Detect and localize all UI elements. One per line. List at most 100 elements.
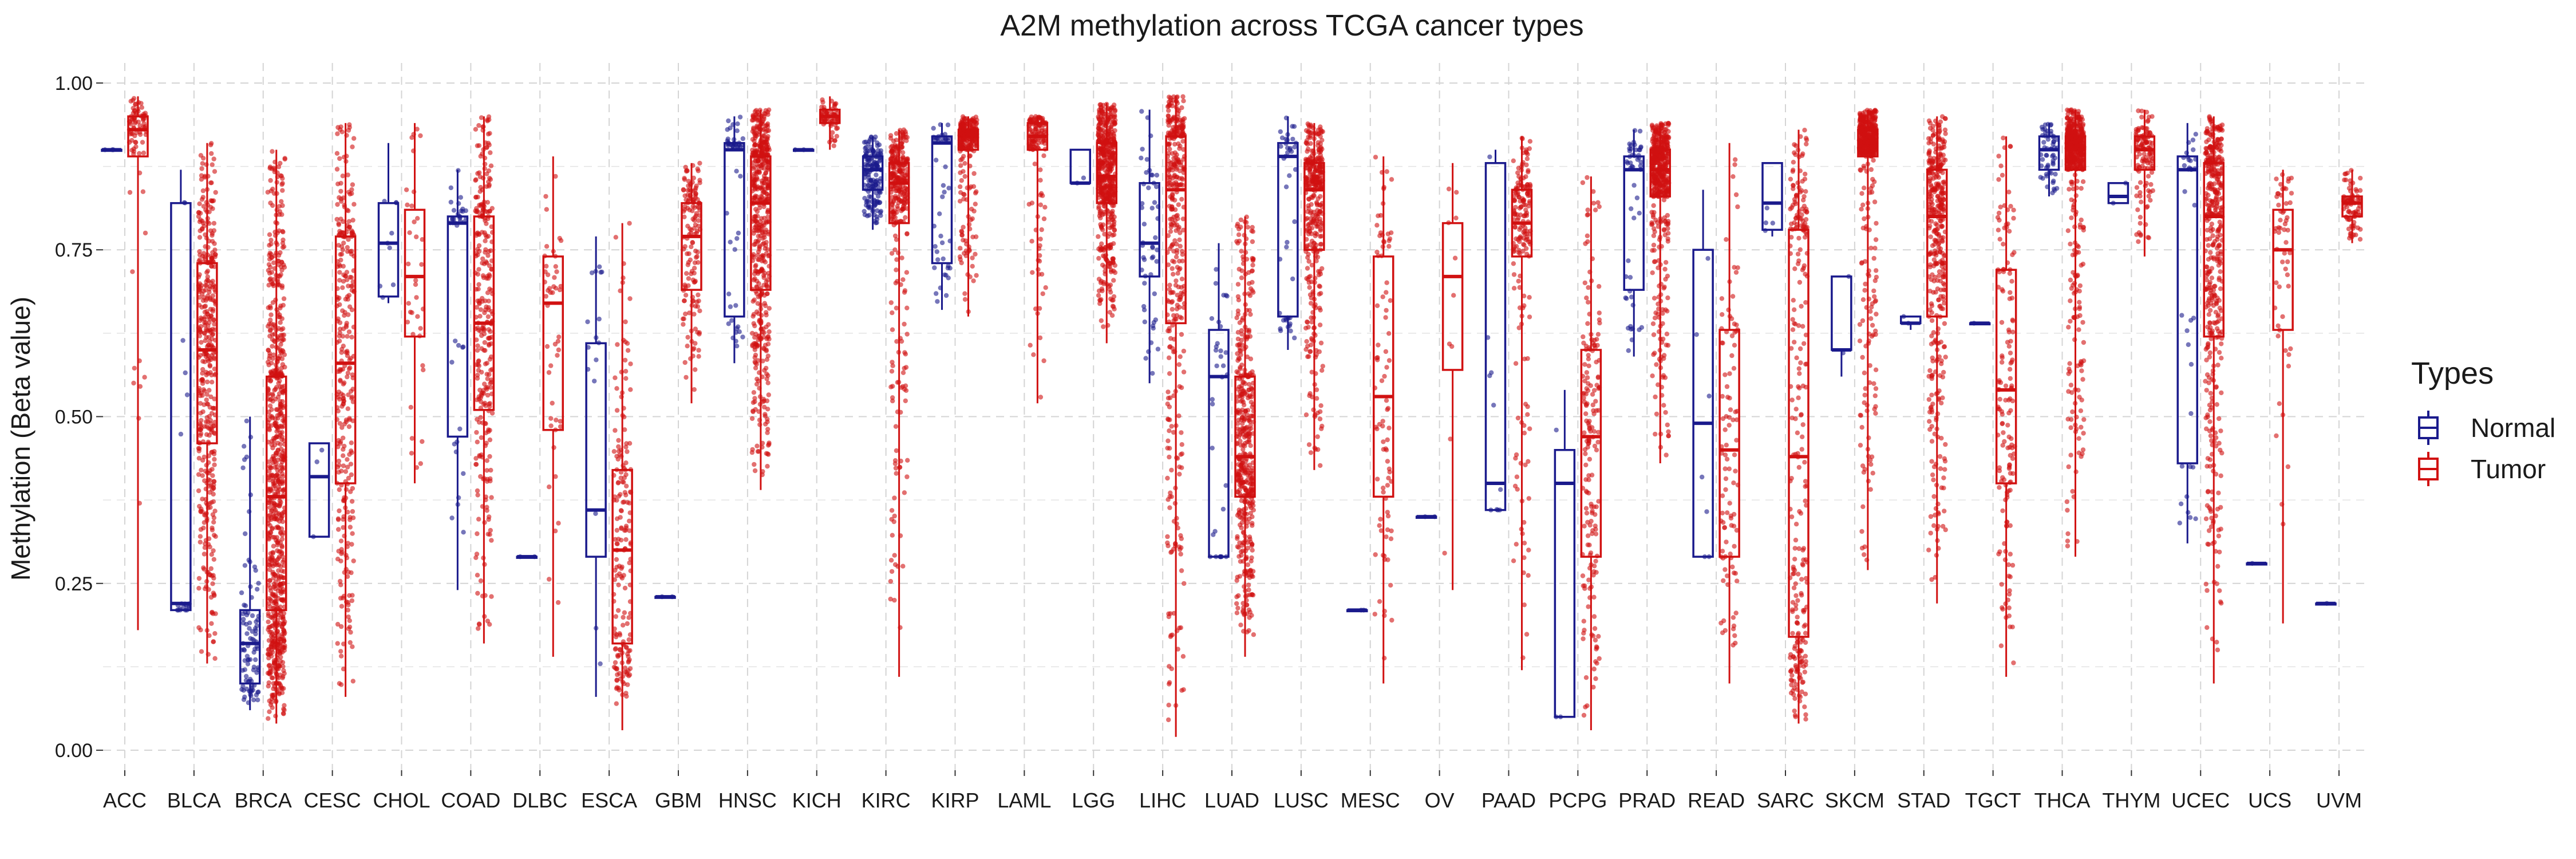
data-point: [879, 209, 883, 214]
data-point: [1210, 316, 1214, 321]
data-point: [483, 156, 487, 160]
data-point: [891, 199, 896, 204]
data-point: [896, 380, 901, 384]
data-point: [248, 492, 253, 497]
data-point: [337, 681, 342, 685]
data-point: [268, 238, 273, 242]
data-point: [345, 375, 349, 379]
data-point: [413, 278, 418, 282]
data-point: [475, 591, 480, 596]
data-point: [456, 212, 460, 216]
data-point: [486, 427, 491, 432]
data-point: [1151, 326, 1156, 330]
data-point: [270, 344, 274, 349]
data-point: [1637, 155, 1641, 160]
data-point: [244, 631, 249, 636]
data-point: [1038, 203, 1043, 207]
data-point: [420, 439, 424, 444]
data-point: [958, 190, 963, 195]
data-point: [596, 341, 601, 345]
data-point: [179, 432, 183, 436]
x-tick-label-uvm: UVM: [2316, 789, 2362, 812]
data-point: [339, 252, 344, 257]
data-point: [688, 182, 693, 186]
data-point: [1030, 117, 1035, 122]
data-point: [211, 512, 215, 517]
data-point: [1036, 214, 1040, 219]
data-point: [728, 304, 733, 309]
data-point: [351, 354, 356, 358]
data-point: [270, 149, 274, 153]
data-point: [208, 363, 212, 368]
data-point: [337, 270, 342, 274]
data-point: [341, 273, 346, 277]
data-point: [409, 451, 414, 455]
data-point: [690, 269, 694, 274]
data-point: [1284, 116, 1289, 120]
data-point: [690, 241, 695, 245]
data-point: [615, 528, 619, 533]
data-point: [1214, 267, 1218, 271]
data-point: [898, 465, 902, 470]
data-point: [344, 487, 349, 492]
data-point: [338, 378, 342, 383]
data-point: [532, 554, 537, 559]
data-point: [482, 562, 487, 566]
data-point: [735, 121, 740, 126]
data-point: [345, 245, 350, 250]
data-point: [553, 174, 558, 179]
data-point: [456, 502, 460, 507]
data-point: [1144, 170, 1148, 175]
data-point: [276, 259, 281, 263]
data-point: [548, 290, 553, 295]
data-point: [692, 176, 696, 180]
data-point: [735, 128, 740, 133]
data-point: [210, 260, 214, 265]
data-point: [1040, 227, 1044, 232]
data-point: [272, 618, 277, 623]
data-point: [268, 251, 272, 255]
data-point: [892, 149, 896, 154]
data-point: [1145, 157, 1149, 161]
data-point: [144, 129, 148, 133]
data-point: [761, 127, 765, 132]
data-point: [2186, 140, 2191, 145]
data-point: [760, 469, 765, 474]
data-point: [1152, 200, 1157, 204]
data-point: [275, 360, 280, 364]
data-point: [197, 235, 202, 239]
data-point: [894, 137, 899, 142]
data-point: [682, 194, 687, 198]
data-point: [1221, 293, 1226, 297]
data-point: [629, 569, 633, 573]
data-point: [279, 338, 284, 343]
data-point: [615, 542, 619, 546]
data-point: [594, 626, 598, 631]
data-point: [342, 594, 346, 598]
data-point: [896, 145, 900, 149]
x-tick-label-ov: OV: [1425, 789, 1455, 812]
data-point: [210, 411, 214, 416]
data-point: [766, 209, 771, 214]
data-point: [344, 133, 349, 137]
data-point: [345, 574, 350, 579]
data-point: [341, 344, 346, 348]
data-point: [696, 348, 701, 352]
data-point: [349, 191, 354, 196]
data-point: [894, 339, 899, 344]
data-point: [336, 409, 341, 413]
data-point: [623, 670, 627, 675]
data-point: [592, 379, 596, 383]
data-point: [736, 231, 741, 235]
data-point: [904, 139, 908, 143]
data-point: [335, 340, 339, 345]
data-point: [1033, 127, 1037, 132]
data-point: [686, 262, 690, 267]
data-point: [614, 646, 618, 651]
data-point: [967, 164, 972, 168]
data-point: [335, 217, 339, 222]
data-point: [597, 265, 602, 269]
data-point: [752, 390, 756, 395]
data-point: [1631, 216, 1636, 220]
data-point: [754, 170, 759, 175]
